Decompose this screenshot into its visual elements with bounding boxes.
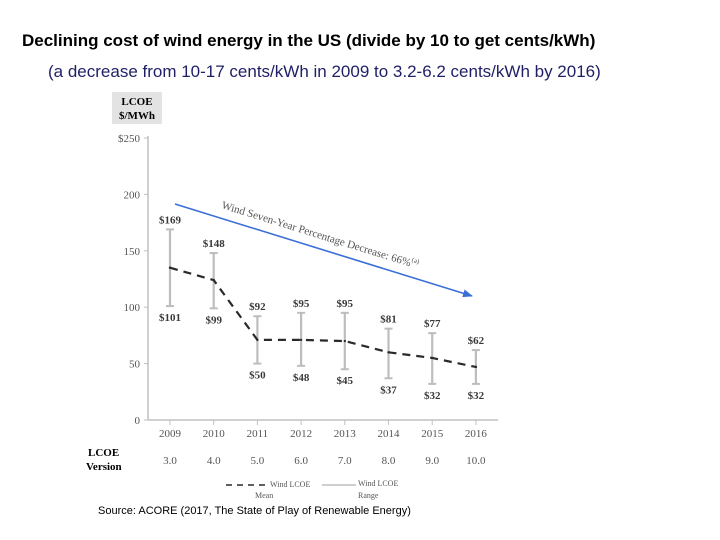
- y-tick-label: 200: [124, 189, 141, 201]
- version-value: 3.0: [163, 455, 177, 467]
- version-value: 8.0: [382, 455, 396, 467]
- range-low-label: $32: [424, 390, 441, 402]
- mean-point: [343, 339, 346, 343]
- slide-title: Declining cost of wind energy in the US …: [22, 31, 596, 50]
- trend-arrow: [174, 203, 473, 298]
- mean-point: [168, 266, 172, 269]
- range-high-label: $62: [468, 335, 485, 347]
- mean-point: [212, 278, 215, 282]
- x-tick-label: 2009: [159, 428, 182, 440]
- mean-point: [299, 338, 303, 342]
- version-value: 9.0: [425, 455, 439, 467]
- version-value: 5.0: [251, 455, 265, 467]
- y-tick-label: 0: [135, 415, 141, 427]
- range-high-label: $92: [249, 301, 266, 313]
- x-tick-label: 2015: [421, 428, 444, 440]
- ylabel-line2: $/MWh: [119, 110, 155, 122]
- range-low-label: $45: [337, 375, 354, 387]
- mean-point: [431, 356, 434, 360]
- y-tick-label: $250: [118, 133, 141, 145]
- version-label-line2: Version: [86, 461, 122, 473]
- range-high-label: $81: [380, 314, 397, 326]
- range-high-label: $169: [159, 214, 182, 226]
- mean-point: [387, 351, 390, 354]
- ylabel-line1: LCOE: [121, 96, 152, 108]
- range-low-label: $101: [159, 312, 181, 324]
- range-high-label: $77: [424, 318, 441, 330]
- range-high-label: $148: [203, 238, 226, 250]
- range-low-label: $99: [205, 314, 222, 326]
- legend-mean-line2: Mean: [255, 491, 273, 500]
- mean-line: [169, 266, 477, 369]
- x-tick-label: 2016: [465, 428, 488, 440]
- mean-point: [474, 365, 478, 369]
- x-tick-label: 2010: [203, 428, 226, 440]
- ylabel-box: [112, 92, 162, 124]
- legend-range-line1: Wind LCOE: [358, 479, 398, 488]
- legend-mean-line1: Wind LCOE: [270, 480, 310, 489]
- version-value: 7.0: [338, 455, 352, 467]
- version-value: 10.0: [466, 455, 486, 467]
- source-citation: Source: ACORE (2017, The State of Play o…: [98, 505, 411, 517]
- trend-annotation: Wind Seven-Year Percentage Decrease: 66%…: [220, 197, 421, 271]
- x-tick-label: 2013: [334, 428, 357, 440]
- y-tick-label: 50: [129, 359, 141, 371]
- range-low-label: $32: [468, 390, 485, 402]
- legend-range-line2: Range: [358, 491, 379, 500]
- x-tick-label: 2011: [247, 428, 269, 440]
- trend-annotation-text: Wind Seven-Year Percentage Decrease: 66%: [220, 199, 412, 269]
- x-tick-label: 2012: [290, 428, 312, 440]
- version-label-line1: LCOE: [88, 447, 119, 459]
- range-high-label: $95: [293, 298, 310, 310]
- slide-subtitle: (a decrease from 10-17 cents/kWh in 2009…: [48, 62, 601, 81]
- trend-annotation-sup: (a): [411, 256, 421, 266]
- mean-point: [256, 338, 259, 342]
- range-low-label: $48: [293, 372, 310, 384]
- version-value: 6.0: [294, 455, 308, 467]
- x-tick-label: 2014: [378, 428, 401, 440]
- range-high-label: $95: [337, 298, 354, 310]
- y-tick-label: 150: [124, 246, 141, 258]
- version-value: 4.0: [207, 455, 221, 467]
- range-low-label: $37: [380, 384, 397, 396]
- y-tick-label: 100: [124, 302, 141, 314]
- range-low-label: $50: [249, 370, 266, 382]
